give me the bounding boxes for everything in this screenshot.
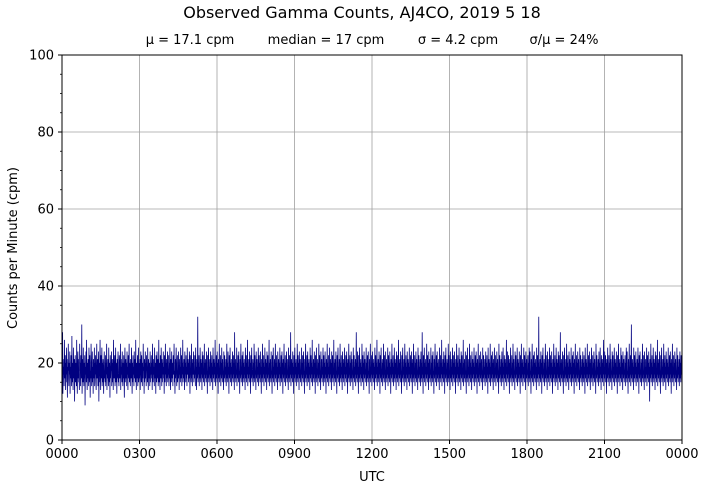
- y-tick-label: 20: [37, 357, 54, 372]
- x-tick-label: 0000: [665, 447, 698, 462]
- y-tick-label: 80: [37, 126, 54, 141]
- y-tick-label: 100: [29, 49, 54, 64]
- chart-title: Observed Gamma Counts, AJ4CO, 2019 5 18: [183, 3, 541, 22]
- series-group: [61, 316, 683, 406]
- x-tick-label: 0000: [45, 447, 78, 462]
- x-tick-label: 0600: [200, 447, 233, 462]
- stats-subtitle: μ = 17.1 cpm median = 17 cpm σ = 4.2 cpm…: [146, 33, 599, 48]
- x-tick-label: 0900: [278, 447, 311, 462]
- x-tick-label: 1500: [433, 447, 466, 462]
- x-tick-label: 0300: [123, 447, 156, 462]
- y-tick-label: 60: [37, 203, 54, 218]
- stat-mean: μ = 17.1 cpm: [146, 33, 235, 48]
- stat-ratio: σ/μ = 24%: [530, 33, 599, 48]
- x-tick-label: 1200: [355, 447, 388, 462]
- x-axis-label: UTC: [359, 470, 385, 485]
- y-axis: 0 20 40 60 80 100: [29, 49, 62, 449]
- stat-sigma: σ = 4.2 cpm: [418, 33, 498, 48]
- x-tick-label: 1800: [510, 447, 543, 462]
- y-axis-label: Counts per Minute (cpm): [6, 167, 21, 329]
- stat-median: median = 17 cpm: [268, 33, 385, 48]
- x-axis: 0000 0300 0600 0900 1200 1500 1800 2100 0000: [45, 440, 699, 462]
- series-line: [61, 316, 683, 406]
- y-tick-label: 40: [37, 280, 54, 295]
- y-tick-label: 0: [46, 434, 54, 449]
- grid-lines: [62, 55, 682, 440]
- x-tick-label: 2100: [588, 447, 621, 462]
